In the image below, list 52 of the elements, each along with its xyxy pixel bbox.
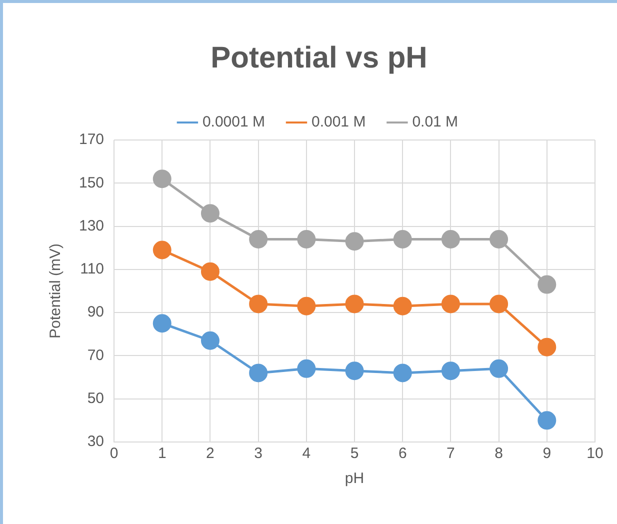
point (490, 294, 508, 314)
point (345, 294, 364, 314)
x-tick-label: 2 (206, 445, 214, 462)
x-tick-label: 4 (302, 445, 311, 462)
point (538, 275, 556, 294)
point (538, 338, 556, 356)
x-tick-label: 7 (446, 445, 455, 462)
point (297, 296, 316, 316)
point (249, 294, 268, 314)
point (249, 230, 268, 248)
point (152, 170, 172, 188)
x-tick-label: 6 (398, 445, 407, 462)
x-tick-label: 5 (350, 445, 359, 462)
y-tick-label: 110 (80, 260, 104, 278)
point (441, 230, 460, 248)
x-tick-label: 1 (158, 445, 166, 462)
y-tick-label: 170 (78, 131, 104, 148)
y-tick-label: 90 (87, 304, 104, 321)
y-tick-label: 150 (78, 174, 104, 192)
point (441, 294, 460, 314)
point (345, 362, 364, 380)
x-tick-label: 9 (542, 445, 552, 462)
chart-title: Potential vs pH (210, 41, 428, 74)
y-axis-title: Potential (mV) (47, 243, 64, 339)
legend-label: 0.01 M (412, 114, 458, 131)
legend-label: 0.0001 M (202, 114, 265, 131)
point (538, 411, 556, 430)
legend-label: 0.001 M (311, 114, 366, 131)
x-axis-title: pH (344, 470, 364, 488)
point (200, 204, 220, 223)
point (249, 364, 268, 382)
x-tick-label: 0 (110, 445, 118, 462)
y-tick-label: 70 (87, 346, 104, 364)
point (152, 240, 172, 260)
point (393, 230, 412, 248)
point (393, 296, 412, 316)
x-tick-label: 8 (494, 445, 503, 462)
point (200, 331, 220, 350)
point (393, 364, 412, 382)
point (297, 230, 316, 248)
x-tick-label: 3 (254, 445, 262, 462)
y-tick-label: 30 (87, 433, 104, 450)
x-tick-label: 10 (586, 445, 604, 462)
point (152, 314, 172, 333)
point (297, 359, 316, 378)
point (200, 262, 220, 281)
y-tick-label: 50 (87, 390, 104, 407)
point (441, 362, 460, 380)
point (490, 359, 508, 378)
y-tick-label: 130 (78, 217, 104, 234)
point (490, 230, 508, 248)
point (345, 232, 364, 251)
